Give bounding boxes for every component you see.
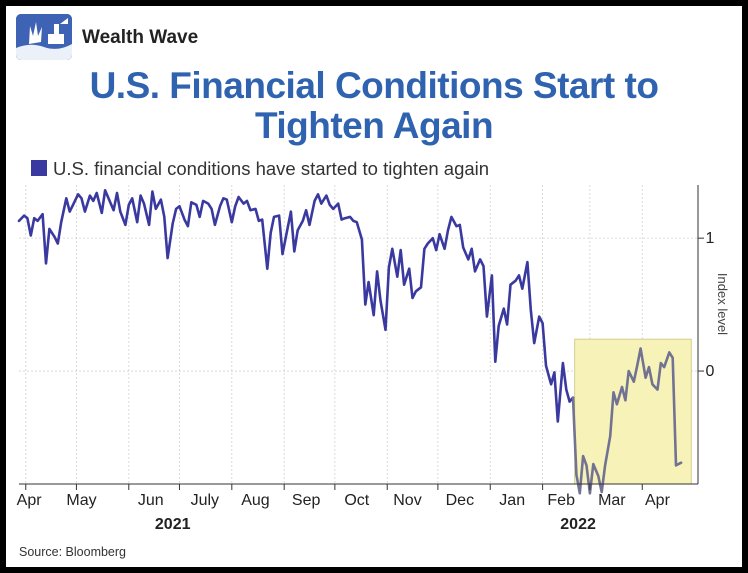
legend-label: U.S. financial conditions have started t… (53, 158, 490, 179)
gridlines (19, 185, 698, 484)
series-line-main (17, 189, 575, 423)
x-tick-label: May (66, 492, 96, 509)
chart-title-line2: Tighten Again (254, 105, 494, 146)
y-tick-label: 1 (706, 230, 715, 247)
axes (19, 185, 704, 490)
y-tick-label: 0 (706, 363, 715, 380)
x-tick-label: Oct (344, 492, 369, 509)
chart-title: U.S. Financial Conditions Start to Tight… (0, 66, 748, 146)
year-label: 2021 (155, 516, 191, 533)
brand-logo (16, 14, 72, 60)
leaf-factory-icon (16, 14, 72, 60)
year-label: 2022 (560, 516, 596, 533)
x-tick-label: Sep (292, 492, 321, 509)
x-tick-label: July (191, 492, 219, 509)
y-axis-title: Index level (715, 273, 730, 335)
source-note: Source: Bloomberg (19, 545, 127, 559)
x-tick-label: Aug (241, 492, 269, 509)
tick-labels: Apr May Jun July Aug Sep Oct Nov Dec Jan Feb Mar Apr… (17, 230, 730, 533)
x-tick-label: Jun (138, 492, 164, 509)
brand-name: Wealth Wave (82, 27, 199, 48)
x-tick-label: Jan (499, 492, 525, 509)
x-tick-label: Feb (547, 492, 575, 509)
x-tick-label: Nov (393, 492, 421, 509)
x-tick-label: Dec (446, 492, 474, 509)
chart-title-line1: U.S. Financial Conditions Start to (89, 65, 659, 106)
x-tick-label: Apr (17, 492, 43, 509)
legend-swatch (31, 160, 47, 176)
x-tick-label: Mar (598, 492, 626, 509)
x-tick-label: Apr (645, 492, 671, 509)
